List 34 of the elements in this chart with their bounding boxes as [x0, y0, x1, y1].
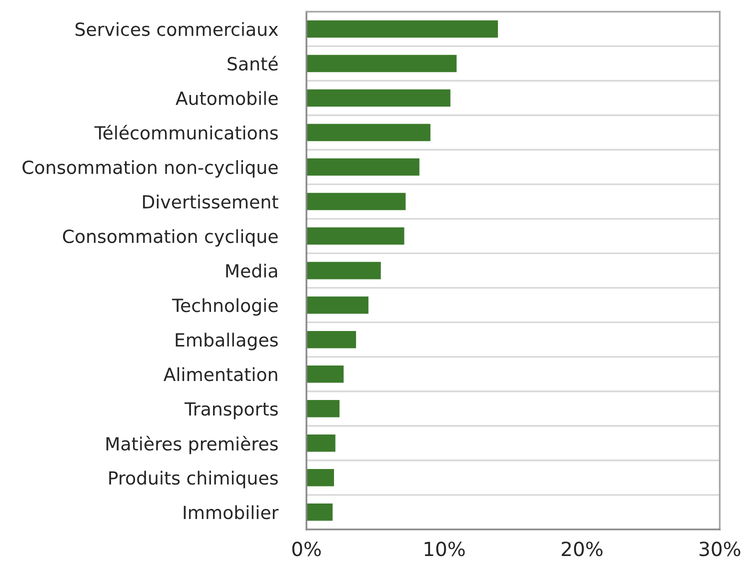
bar — [306, 54, 457, 72]
bar — [306, 330, 356, 348]
bar — [306, 262, 381, 280]
bar — [306, 20, 498, 38]
y-tick-label: Emballages — [176, 332, 278, 350]
x-tick-label: 20% — [562, 542, 603, 556]
bar — [306, 434, 336, 452]
x-tick-label: 10% — [424, 542, 465, 556]
y-tick-label: Immobilier — [184, 505, 279, 520]
y-tick-label: Alimentation — [164, 367, 278, 382]
y-tick-label: Services commerciaux — [76, 22, 278, 36]
y-tick-label: Divertissement — [143, 194, 278, 209]
y-tick-label: Automobile — [176, 91, 278, 106]
bar — [306, 469, 334, 486]
bar — [306, 89, 450, 107]
y-tick-label: Transports — [184, 402, 278, 420]
bar — [306, 296, 368, 314]
x-tick-label: 0% — [292, 542, 321, 556]
y-tick-label: Télécommunications — [94, 124, 278, 140]
bar — [306, 158, 420, 176]
bar — [306, 400, 340, 418]
bar — [306, 365, 344, 383]
bar — [306, 504, 333, 521]
x-tick-label: 30% — [700, 542, 740, 556]
y-tick-label: Matières premières — [106, 436, 278, 454]
y-tick-label: Consommation non-cyclique — [22, 160, 278, 178]
y-tick-label: Media — [226, 264, 278, 278]
y-tick-label: Technologie — [172, 298, 278, 316]
y-tick-label: Produits chimiques — [109, 470, 278, 488]
y-tick-label: Consommation cyclique — [62, 229, 278, 247]
bar — [306, 124, 430, 142]
bar — [306, 192, 406, 210]
bar — [306, 227, 404, 245]
y-tick-label: Santé — [228, 56, 278, 71]
